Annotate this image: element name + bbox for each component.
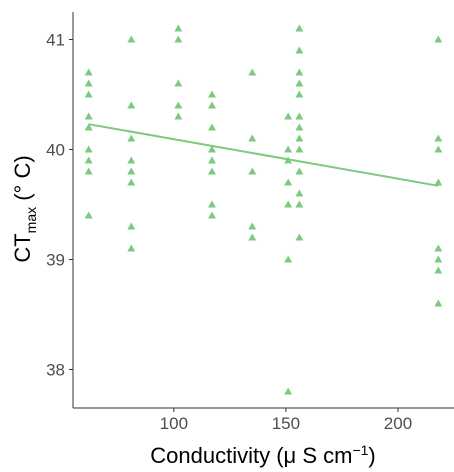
data-point <box>434 244 443 252</box>
data-point <box>248 167 257 175</box>
data-point <box>127 244 136 252</box>
x-tick-label: 100 <box>160 414 188 433</box>
data-point <box>295 24 304 32</box>
data-point <box>248 68 257 76</box>
data-point <box>127 35 136 43</box>
data-point <box>207 145 216 153</box>
data-point <box>207 200 216 208</box>
data-point <box>174 24 183 32</box>
data-point <box>207 101 216 109</box>
data-point <box>207 167 216 175</box>
y-tick-label: 41 <box>46 31 65 50</box>
data-point <box>295 233 304 241</box>
data-point <box>434 299 443 307</box>
x-axis-title: Conductivity (μ S cm−1) <box>150 442 375 468</box>
data-point <box>434 134 443 142</box>
data-point <box>174 79 183 87</box>
data-point <box>127 156 136 164</box>
data-point <box>127 222 136 230</box>
data-point <box>295 68 304 76</box>
data-points <box>84 24 443 395</box>
data-point <box>84 145 93 153</box>
data-point <box>284 255 293 263</box>
data-point <box>295 79 304 87</box>
data-point <box>84 211 93 219</box>
data-point <box>434 145 443 153</box>
data-point <box>295 167 304 175</box>
data-point <box>295 90 304 98</box>
data-point <box>84 68 93 76</box>
data-point <box>284 387 293 395</box>
data-point <box>284 200 293 208</box>
data-point <box>434 178 443 186</box>
y-axis-ticks: 38 39 40 41 <box>46 31 73 380</box>
data-point <box>127 167 136 175</box>
data-point <box>207 123 216 131</box>
data-point <box>295 134 304 142</box>
data-point <box>248 233 257 241</box>
y-tick-label: 38 <box>46 361 65 380</box>
data-point <box>295 123 304 131</box>
data-point <box>84 123 93 131</box>
data-point <box>174 35 183 43</box>
data-point <box>248 134 257 142</box>
data-point <box>207 156 216 164</box>
data-point <box>84 156 93 164</box>
data-point <box>84 167 93 175</box>
data-point <box>295 189 304 197</box>
data-point <box>84 90 93 98</box>
data-point <box>434 255 443 263</box>
data-point <box>295 145 304 153</box>
y-tick-label: 39 <box>46 251 65 270</box>
data-point <box>295 112 304 120</box>
data-point <box>174 112 183 120</box>
data-point <box>207 211 216 219</box>
data-point <box>284 145 293 153</box>
data-point <box>84 112 93 120</box>
data-point <box>248 222 257 230</box>
x-tick-label: 200 <box>384 414 412 433</box>
y-tick-label: 40 <box>46 141 65 160</box>
regression-line <box>88 123 439 187</box>
data-point <box>127 134 136 142</box>
data-point <box>127 101 136 109</box>
data-point <box>295 46 304 54</box>
y-axis-title: CTmax (° C) <box>10 155 39 262</box>
data-point <box>127 178 136 186</box>
data-point <box>207 90 216 98</box>
data-point <box>434 35 443 43</box>
data-point <box>434 266 443 274</box>
data-point <box>295 200 304 208</box>
x-tick-label: 150 <box>272 414 300 433</box>
data-point <box>284 112 293 120</box>
data-point <box>284 178 293 186</box>
data-point <box>174 101 183 109</box>
data-point <box>84 79 93 87</box>
x-axis-ticks: 100 150 200 <box>160 408 412 433</box>
